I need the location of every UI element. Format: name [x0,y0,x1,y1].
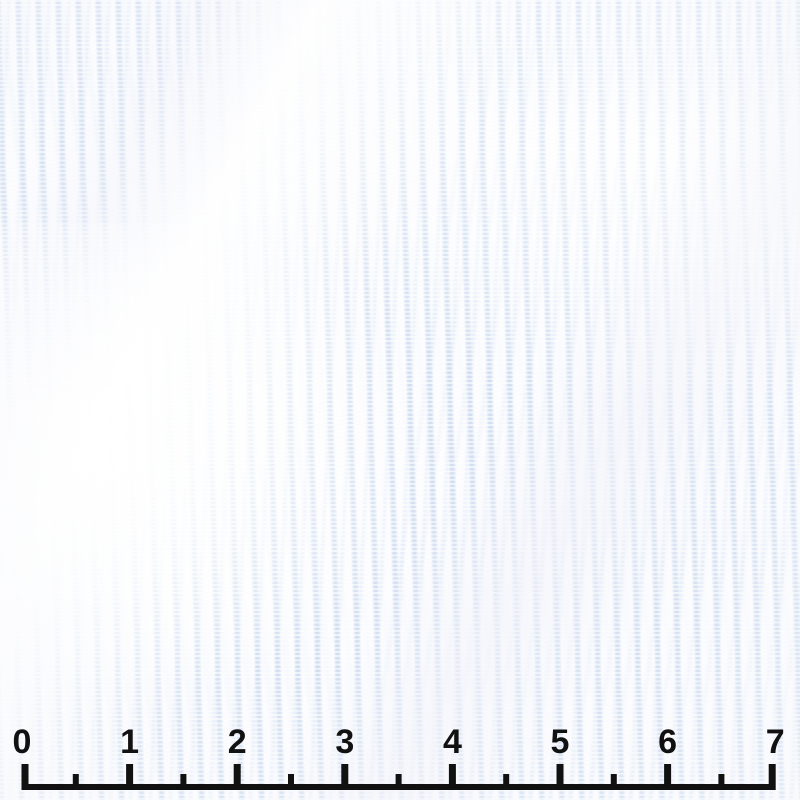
weave-texture-overlay-tint [0,0,800,800]
fabric-surface [0,0,800,800]
